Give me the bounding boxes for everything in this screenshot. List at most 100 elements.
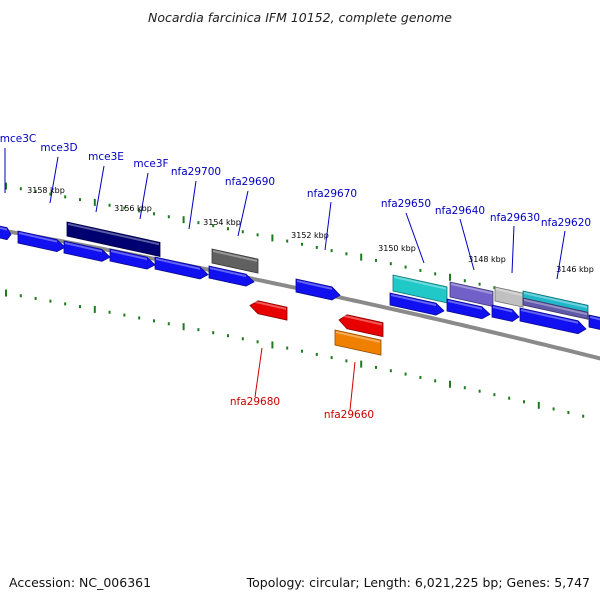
gene-arrow-highlight: [448, 300, 482, 310]
leader-line: [95, 165, 105, 213]
leader-line: [254, 347, 263, 398]
gene-arrow: [0, 225, 12, 241]
gene-feature-reverse: [338, 314, 384, 338]
gene-feature-reverse: [334, 329, 382, 356]
gene-arrow: [522, 297, 589, 320]
gene-feature-forward: [494, 286, 524, 308]
inner-tick-track: [5, 289, 585, 418]
gene-arrow: [519, 307, 587, 335]
scale-labels: 3158 kbp 3156 kbp 3154 kbp 3152 kbp 3150 kbp…: [27, 186, 594, 274]
gene-arrow-highlight: [524, 292, 587, 309]
gene-feature-forward: [211, 248, 259, 274]
gene-label-nfa29700: nfa29700: [171, 166, 221, 178]
gene-feature-forward: [491, 304, 520, 322]
gene-arrow-highlight: [0, 226, 7, 231]
gene-arrow: [494, 286, 524, 308]
gene-feature-forward: [208, 265, 255, 287]
gene-label-nfa29640: nfa29640: [435, 205, 485, 217]
gene-feature-forward: [63, 240, 111, 262]
gene-arrow: [389, 292, 445, 316]
gene-feature-forward: [0, 225, 12, 241]
leader-line: [188, 180, 197, 230]
gene-label-nfa29650: nfa29650: [381, 198, 431, 210]
gene-arrow-highlight: [521, 309, 578, 324]
gene-arrow: [17, 230, 66, 253]
gene-arrow: [63, 240, 111, 262]
gene-feature-forward: [519, 307, 587, 335]
gene-arrow-highlight: [156, 258, 200, 270]
gene-label-nfa29630: nfa29630: [490, 212, 540, 224]
gene-arrow-highlight: [68, 223, 159, 246]
gene-arrow-highlight: [524, 299, 587, 316]
leader-line: [49, 156, 59, 204]
gene-feature-forward: [109, 248, 156, 270]
leader-line: [405, 212, 425, 264]
gene-arrow-highlight: [111, 250, 147, 261]
scale-label: 3152 kbp: [291, 231, 329, 240]
gene-arrow: [249, 300, 288, 321]
gene-arrow-highlight: [496, 288, 522, 296]
gene-arrow-highlight: [251, 300, 286, 310]
gene-feature-forward: [389, 292, 445, 316]
gene-arrow: [208, 265, 255, 287]
gene-arrow: [154, 256, 209, 280]
gene-feature-forward: [17, 230, 66, 253]
gene-arrow-highlight: [336, 331, 380, 343]
leader-line: [324, 201, 332, 251]
map-title: Nocardia farcinica IFM 10152, complete g…: [148, 10, 452, 25]
gene-feature-forward: [446, 298, 491, 320]
accession-text: Accession: NC_006361: [9, 575, 152, 590]
gene-label-nfa29690: nfa29690: [225, 176, 275, 188]
leader-line: [556, 230, 566, 280]
gene-feature-reverse: [249, 300, 288, 321]
gene-feature-forward: [295, 278, 341, 301]
scale-label: 3146 kbp: [556, 265, 594, 274]
scale-label: 3158 kbp: [27, 186, 65, 195]
gene-arrow: [491, 304, 520, 322]
gene-arrow: [334, 329, 382, 356]
gene-arrow-highlight: [394, 276, 446, 290]
genome-summary-text: Topology: circular; Length: 6,021,225 bp…: [246, 575, 590, 590]
gene-arrow-highlight: [297, 280, 332, 290]
gene-arrow-highlight: [65, 242, 102, 253]
gene-label-nfa29620: nfa29620: [541, 217, 591, 229]
gene-label-nfa29660: nfa29660: [324, 409, 374, 421]
feature-track: [0, 221, 600, 356]
leader-line: [237, 190, 249, 237]
scale-label: 3148 kbp: [468, 255, 506, 264]
gene-arrow: [338, 314, 384, 338]
gene-label-nfa29680: nfa29680: [230, 396, 280, 408]
gene-arrow: [446, 298, 491, 320]
gene-arrow-highlight: [391, 294, 436, 307]
gene-arrow-highlight: [493, 306, 513, 313]
gene-label-mce3E: mce3E: [88, 151, 124, 163]
gene-arrow-highlight: [19, 232, 57, 243]
leader-line: [139, 172, 149, 220]
gene-feature-forward: [154, 256, 209, 280]
leader-line: [349, 361, 356, 411]
scale-label: 3150 kbp: [378, 244, 416, 253]
leader-line: [459, 218, 475, 271]
gene-label-mce3D: mce3D: [40, 142, 77, 154]
gene-arrow-highlight: [213, 250, 257, 262]
gene-arrow: [109, 248, 156, 270]
gene-feature-forward: [66, 221, 161, 257]
gene-arrow-highlight: [590, 316, 600, 321]
gene-arrow: [211, 248, 259, 274]
gene-label-mce3F: mce3F: [133, 158, 168, 170]
gene-arrow-highlight: [210, 267, 246, 278]
gene-label-nfa29670: nfa29670: [307, 188, 357, 200]
scale-label: 3154 kbp: [203, 218, 241, 227]
gene-label-mce3C: mce3C: [0, 133, 36, 145]
label-leader-lines: [4, 148, 566, 411]
gene-arrow: [66, 221, 161, 257]
gene-arrow-highlight: [451, 283, 492, 295]
scale-label: 3156 kbp: [114, 204, 152, 213]
gene-arrow: [588, 314, 600, 330]
leader-line: [511, 225, 515, 274]
gene-arrow-highlight: [340, 314, 382, 326]
gene-arrow: [295, 278, 341, 301]
gene-feature-forward: [522, 297, 589, 320]
